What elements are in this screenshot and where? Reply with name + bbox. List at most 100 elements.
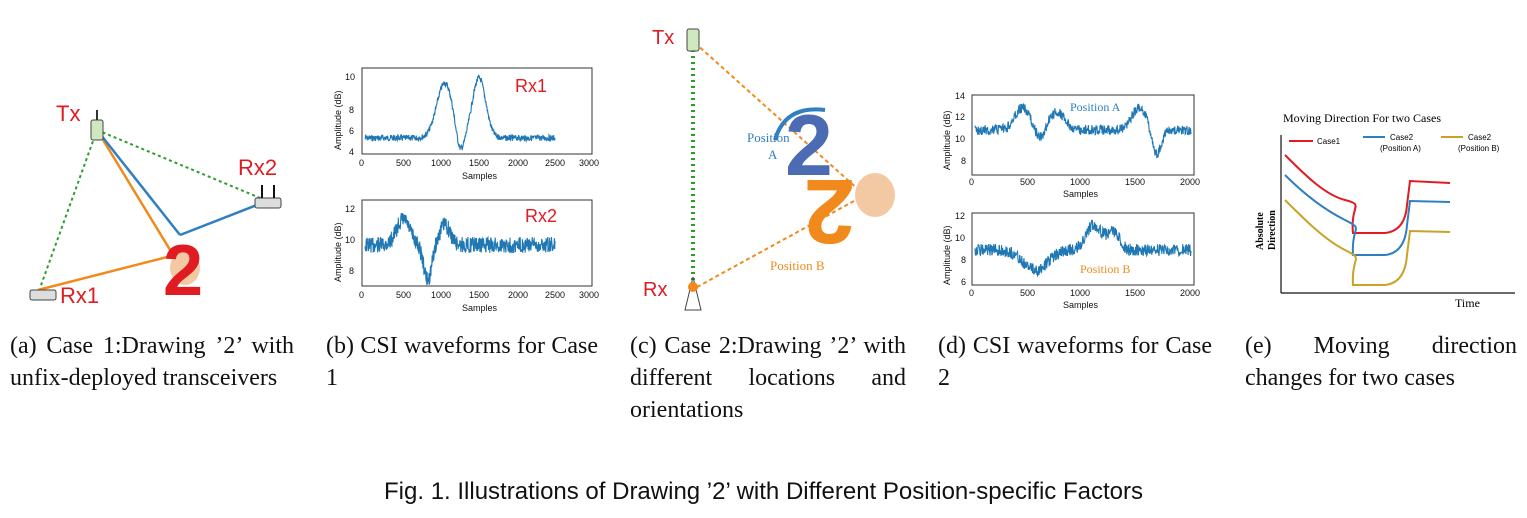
- tx-rx1-link: [39, 129, 98, 289]
- digit-two-position-b: 2: [804, 160, 855, 262]
- rx-hand-path: [696, 194, 866, 288]
- chart-title: Moving Direction For two Cases: [1283, 111, 1441, 125]
- line-case1: [1284, 154, 1451, 234]
- position-a-waveform: [974, 103, 1192, 159]
- ytick: 10: [955, 134, 965, 144]
- xtick: 3000: [579, 290, 599, 300]
- hand-icon: [170, 251, 200, 285]
- xtick: 1500: [469, 158, 489, 168]
- xtick: 1500: [1125, 288, 1145, 298]
- ytick: 12: [955, 112, 965, 122]
- position-a-label-2: A: [768, 147, 778, 162]
- x-label: Time: [1455, 296, 1480, 310]
- figure-caption: Fig. 1. Illustrations of Drawing ’2’ wit…: [384, 478, 1143, 505]
- legend-label-case2-b: Case2: [1468, 133, 1492, 142]
- position-a-label-1: Position: [747, 130, 790, 145]
- ylabel: Amplitude (dB): [942, 110, 952, 170]
- rx2-plot: Rx2 8 10 12 0 500 1000 1500 2000 2500 30…: [333, 199, 599, 313]
- tx-rx2-link: [96, 129, 266, 201]
- ytick: 12: [955, 211, 965, 221]
- tx-antenna-icon: [90, 110, 104, 141]
- ytick: 14: [955, 91, 965, 101]
- ytick: 10: [345, 72, 355, 82]
- tx-label: Tx: [56, 101, 80, 126]
- xtick: 0: [969, 177, 974, 187]
- tx-label: Tx: [652, 27, 674, 49]
- rx2-router-icon: [254, 185, 282, 209]
- xtick: 1500: [469, 290, 489, 300]
- ytick: 8: [349, 105, 354, 115]
- caption-e: (e) Moving direction changes for two cas…: [1245, 333, 1517, 391]
- rx2-plot-label: Rx2: [525, 206, 557, 226]
- position-b-plot: Position B 6 8 10 12 0 500 1000 1500 200…: [942, 211, 1200, 310]
- line-case2-position-a: [1284, 174, 1451, 256]
- ytick: 6: [349, 126, 354, 136]
- position-b-axes: [971, 212, 1195, 286]
- xlabel: Samples: [1063, 189, 1099, 199]
- tx-hand-path-blue: [96, 129, 181, 236]
- hand-rx2-path: [179, 201, 263, 237]
- xtick: 2000: [1180, 177, 1200, 187]
- panel-e-chart: Moving Direction For two Cases Absolute …: [1255, 111, 1515, 310]
- rx2-axes: [361, 199, 593, 287]
- xtick: 1000: [1070, 177, 1090, 187]
- ytick: 12: [345, 204, 355, 214]
- caption-d: (d) CSI waveforms for Case 2: [938, 333, 1212, 391]
- xtick: 1500: [1125, 177, 1145, 187]
- legend: Case1 Case2 (Position A) Case2 (Position…: [1289, 133, 1500, 153]
- legend-label-case1: Case1: [1317, 137, 1341, 146]
- xtick: 500: [396, 290, 411, 300]
- ytick: 10: [955, 233, 965, 243]
- xtick: 3000: [579, 158, 599, 168]
- caption-b: (b) CSI waveforms for Case 1: [326, 333, 598, 391]
- xtick: 1000: [431, 290, 451, 300]
- ytick: 8: [961, 156, 966, 166]
- tx-hand-path-orange: [95, 129, 177, 259]
- rx1-router-icon: [29, 289, 57, 301]
- y-label-1: Absolute: [1255, 212, 1266, 250]
- xtick: 2000: [508, 290, 528, 300]
- legend-sub-case2-b: (Position B): [1458, 144, 1500, 153]
- caption-a: (a) Case 1:Drawing ’2’ with unfix-deploy…: [10, 333, 294, 391]
- xtick: 0: [359, 290, 364, 300]
- line-case2-position-b: [1284, 199, 1451, 286]
- xtick: 500: [396, 158, 411, 168]
- xtick: 500: [1020, 288, 1035, 298]
- legend-label-case2-a: Case2: [1390, 133, 1414, 142]
- xtick: 2000: [508, 158, 528, 168]
- ytick: 8: [961, 255, 966, 265]
- ylabel: Amplitude (dB): [942, 225, 952, 285]
- ylabel: Amplitude (dB): [333, 222, 343, 282]
- rx1-plot: Rx1 4 6 8 10 0 500 1000 1500 2000 2500 3…: [333, 67, 599, 181]
- rx1-plot-label: Rx1: [515, 76, 547, 96]
- ytick: 6: [961, 277, 966, 287]
- panel-b-plots: Rx1 4 6 8 10 0 500 1000 1500 2000 2500 3…: [333, 67, 599, 313]
- xlabel: Samples: [462, 303, 498, 313]
- rx2-label: Rx2: [238, 155, 277, 180]
- rx1-axes: [361, 67, 593, 155]
- xtick: 0: [359, 158, 364, 168]
- position-a-plot-label: Position A: [1070, 100, 1121, 114]
- xtick: 1000: [1070, 288, 1090, 298]
- caption-c: (c) Case 2:Drawing ’2’ with different lo…: [630, 333, 906, 423]
- rx2-waveform: [364, 212, 556, 285]
- tx-antenna-icon: [686, 28, 700, 52]
- position-b-plot-label: Position B: [1080, 262, 1130, 276]
- y-label-2: Direction: [1267, 210, 1278, 250]
- rx1-label: Rx1: [60, 283, 99, 308]
- hand-rx1-path: [37, 253, 176, 292]
- hand-icon: [855, 173, 895, 217]
- xlabel: Samples: [462, 171, 498, 181]
- rx1-waveform: [364, 74, 556, 151]
- panel-a-diagram: Tx Rx2 Rx1 2: [29, 101, 282, 310]
- ytick: 4: [349, 147, 354, 157]
- arrow-position-a: [773, 107, 826, 141]
- position-b-label: Position B: [770, 258, 825, 273]
- xlabel: Samples: [1063, 300, 1099, 310]
- position-a-plot: Position A 8 10 12 14 0 500 1000 1500 20…: [942, 91, 1200, 199]
- panel-d-plots: Position A 8 10 12 14 0 500 1000 1500 20…: [942, 91, 1200, 310]
- ytick: 10: [345, 235, 355, 245]
- xtick: 2500: [545, 290, 565, 300]
- panel-c-diagram: Tx Rx 2 Position A 2 Position B: [643, 27, 895, 311]
- digit-two: 2: [163, 231, 203, 310]
